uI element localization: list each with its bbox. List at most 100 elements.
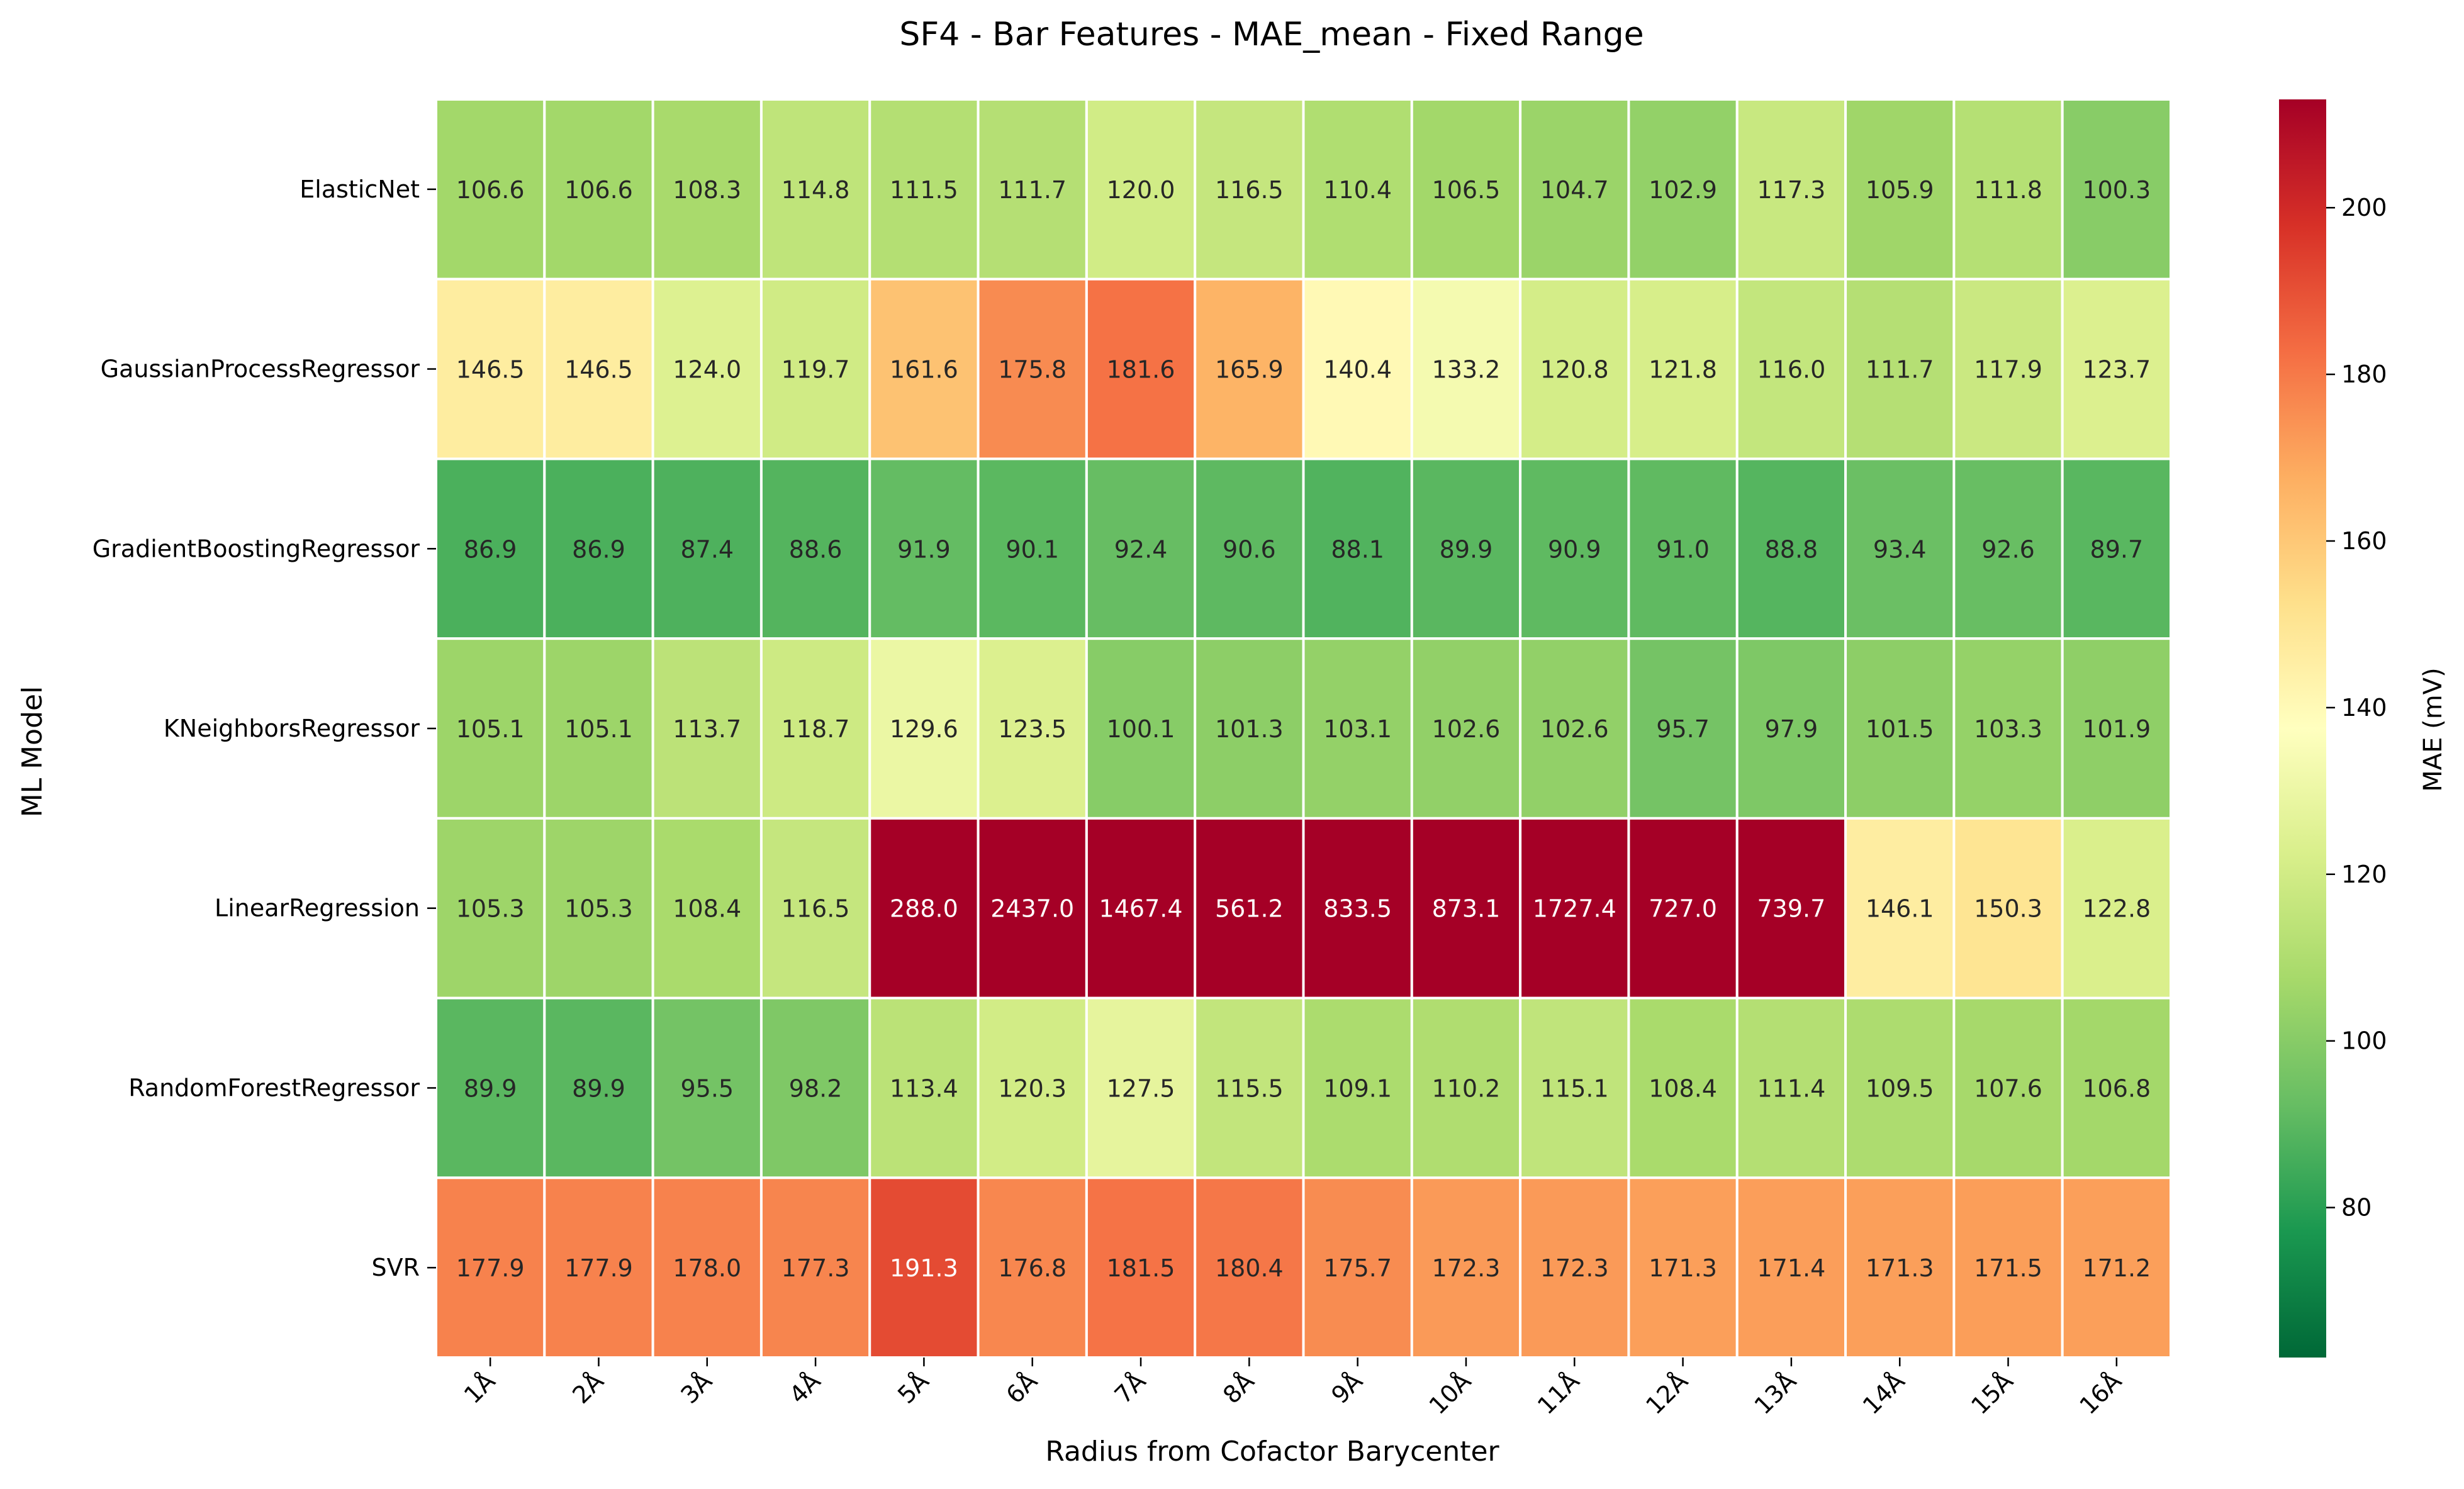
colorbar-tick-label: 160 xyxy=(2341,527,2387,555)
x-tick-label: 10Å xyxy=(1424,1367,1477,1420)
cell-value-label: 90.1 xyxy=(1005,535,1059,563)
heatmap-cell xyxy=(977,637,1088,820)
cell-value-label: 109.5 xyxy=(1866,1074,1934,1102)
x-tick-label: 13Å xyxy=(1749,1367,1802,1420)
colorbar-ticks: 80 100 120 140 160 180 200 xyxy=(2326,194,2387,1222)
x-tick-label: 6Å xyxy=(1000,1367,1043,1409)
cell-value-label: 873.1 xyxy=(1432,895,1501,923)
heatmap-cell xyxy=(543,817,654,1000)
y-axis-label: ML Model xyxy=(16,686,48,818)
heatmap-cell xyxy=(1194,996,1305,1179)
cell-value-label: 127.5 xyxy=(1107,1074,1175,1102)
cell-value-label: 91.9 xyxy=(897,535,951,563)
y-axis-ticks: ElasticNet GaussianProcessRegressor Gradie… xyxy=(92,176,436,1281)
cell-value-label: 118.7 xyxy=(781,715,850,743)
heatmap-cell xyxy=(1085,277,1197,460)
heatmap-cell xyxy=(651,637,763,820)
cell-value-label: 111.4 xyxy=(1757,1074,1826,1102)
cell-value-label: 171.3 xyxy=(1649,1254,1717,1282)
cell-value-label: 150.3 xyxy=(1974,895,2042,923)
cell-value-label: 113.4 xyxy=(890,1074,958,1102)
cell-value-label: 86.9 xyxy=(464,535,517,563)
cell-value-label: 146.5 xyxy=(564,356,633,384)
heatmap-cell xyxy=(977,817,1088,1000)
heatmap-cell xyxy=(1952,277,2064,460)
heatmap-cell xyxy=(1194,817,1305,1000)
heatmap-cell xyxy=(1627,98,1739,281)
cell-value-label: 117.3 xyxy=(1757,176,1826,204)
cell-value-label: 115.5 xyxy=(1215,1074,1284,1102)
cell-value-label: 108.4 xyxy=(1649,1074,1717,1102)
cell-value-label: 175.8 xyxy=(998,356,1067,384)
cell-value-label: 121.8 xyxy=(1649,356,1717,384)
heatmap-cell xyxy=(1302,817,1413,1000)
cell-value-label: 119.7 xyxy=(781,356,850,384)
heatmap-cell xyxy=(651,996,763,1179)
cell-value-label: 100.3 xyxy=(2082,176,2151,204)
heatmap-cell xyxy=(1735,277,1847,460)
cell-value-label: 171.4 xyxy=(1757,1254,1826,1282)
heatmap-cell xyxy=(543,637,654,820)
cell-value-label: 102.9 xyxy=(1649,176,1717,204)
heatmap-cell xyxy=(977,98,1088,281)
cell-value-label: 105.3 xyxy=(456,895,525,923)
cell-value-label: 111.7 xyxy=(998,176,1067,204)
heatmap-cell xyxy=(2061,817,2172,1000)
cell-value-label: 133.2 xyxy=(1432,356,1501,384)
colorbar-tick-label: 120 xyxy=(2341,861,2387,888)
cell-value-label: 111.7 xyxy=(1866,356,1934,384)
cell-value-label: 115.1 xyxy=(1540,1074,1609,1102)
heatmap-cell xyxy=(1952,817,2064,1000)
heatmap-cell xyxy=(1194,457,1305,640)
cell-value-label: 105.9 xyxy=(1866,176,1934,204)
cell-value-label: 114.8 xyxy=(781,176,850,204)
heatmap-cell xyxy=(1085,457,1197,640)
cell-value-label: 95.7 xyxy=(1656,715,1710,743)
colorbar-tick-label: 100 xyxy=(2341,1027,2387,1055)
cell-value-label: 1467.4 xyxy=(1099,895,1183,923)
cell-value-label: 146.1 xyxy=(1866,895,1934,923)
cell-value-label: 102.6 xyxy=(1540,715,1609,743)
cell-value-label: 171.5 xyxy=(1974,1254,2042,1282)
heatmap-cell xyxy=(2061,637,2172,820)
cell-value-label: 181.5 xyxy=(1107,1254,1175,1282)
heatmap-cell xyxy=(1519,457,1630,640)
cell-value-label: 177.9 xyxy=(564,1254,633,1282)
heatmap-cell xyxy=(1627,277,1739,460)
cell-value-label: 288.0 xyxy=(890,895,958,923)
x-tick-label: 8Å xyxy=(1218,1367,1260,1409)
cell-value-label: 86.9 xyxy=(572,535,625,563)
heatmap-cell xyxy=(1952,996,2064,1179)
cell-value-label: 124.0 xyxy=(673,356,741,384)
cell-value-label: 95.5 xyxy=(680,1074,734,1102)
cell-value-label: 171.3 xyxy=(1866,1254,1934,1282)
heatmap-cell xyxy=(1302,277,1413,460)
colorbar-tick-label: 80 xyxy=(2341,1194,2372,1222)
x-tick-label: 5Å xyxy=(892,1367,934,1409)
heatmap-cell xyxy=(868,277,980,460)
x-axis-label: Radius from Cofactor Barycenter xyxy=(1045,1436,1499,1468)
y-tick-label: KNeighborsRegressor xyxy=(164,715,420,742)
heatmap-cell xyxy=(759,457,871,640)
cell-value-label: 122.8 xyxy=(2082,895,2151,923)
x-tick-label: 1Å xyxy=(459,1367,501,1409)
cell-value-label: 101.9 xyxy=(2082,715,2151,743)
cell-value-label: 105.3 xyxy=(564,895,633,923)
cell-value-label: 97.9 xyxy=(1765,715,1818,743)
heatmap-cell xyxy=(1085,1176,1197,1359)
cell-value-label: 140.4 xyxy=(1323,356,1392,384)
heatmap-cell xyxy=(1410,817,1522,1000)
cell-value-label: 175.7 xyxy=(1323,1254,1392,1282)
heatmap-cell xyxy=(1952,457,2064,640)
heatmap-cell xyxy=(868,637,980,820)
cell-value-label: 1727.4 xyxy=(1533,895,1616,923)
y-tick-label: RandomForestRegressor xyxy=(128,1074,420,1101)
cell-value-label: 110.2 xyxy=(1432,1074,1501,1102)
cell-value-label: 90.9 xyxy=(1548,535,1601,563)
cell-value-label: 111.5 xyxy=(890,176,958,204)
cell-value-label: 108.4 xyxy=(673,895,741,923)
cell-value-label: 161.6 xyxy=(890,356,958,384)
cell-value-label: 146.5 xyxy=(456,356,525,384)
heatmap-cell xyxy=(1627,1176,1739,1359)
cell-value-label: 176.8 xyxy=(998,1254,1067,1282)
